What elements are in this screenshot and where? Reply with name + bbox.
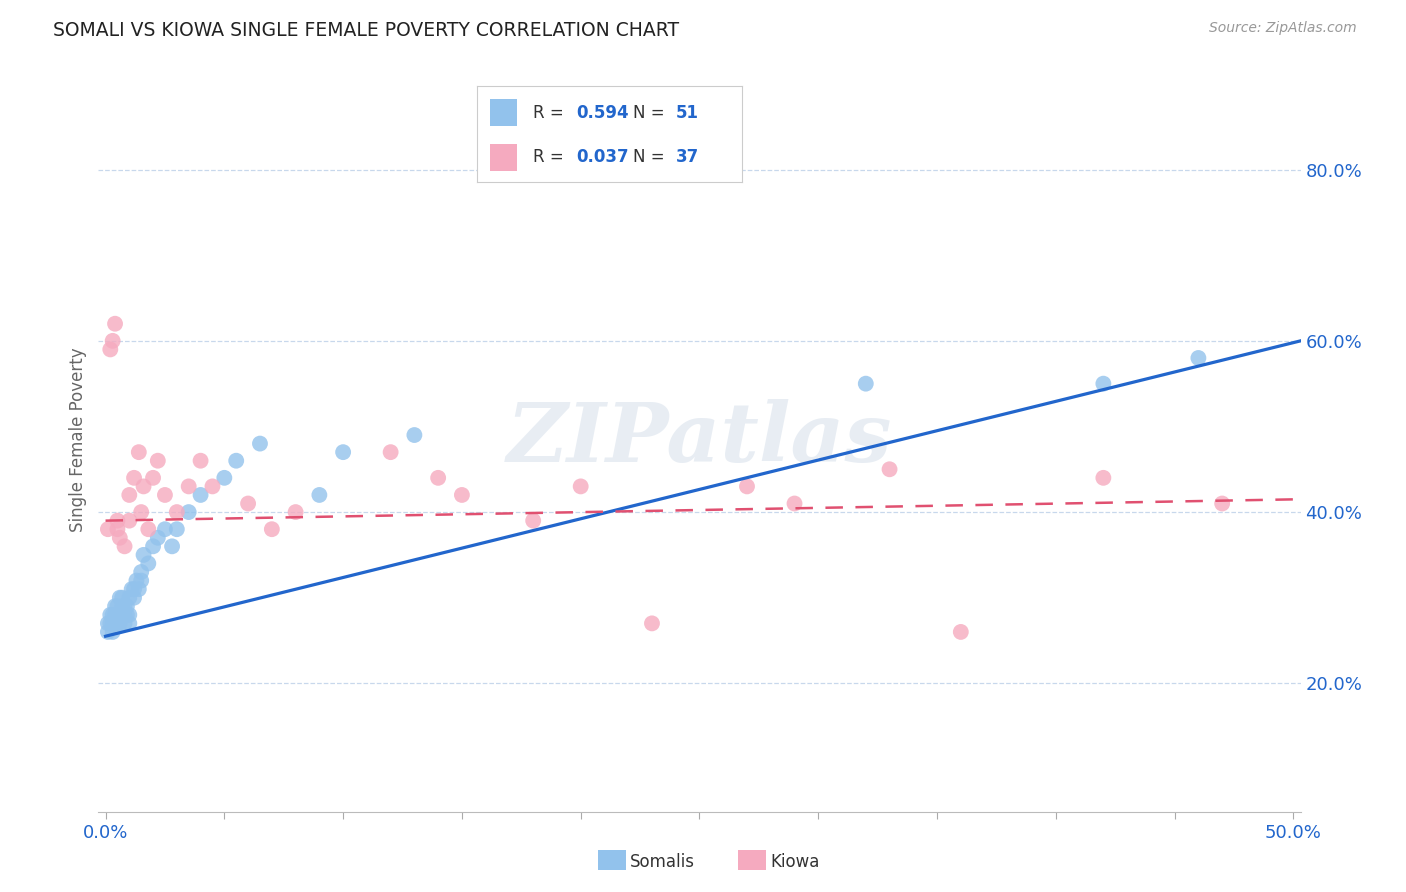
Point xyxy=(108,607,131,622)
Point xyxy=(108,591,131,605)
Point xyxy=(97,624,120,639)
Point xyxy=(104,607,127,622)
Point xyxy=(879,462,901,476)
Point xyxy=(214,471,236,485)
Point xyxy=(949,624,972,639)
Point xyxy=(783,496,806,510)
Point xyxy=(735,479,758,493)
Point xyxy=(132,479,155,493)
Point xyxy=(201,479,224,493)
Point xyxy=(122,591,145,605)
Point xyxy=(522,514,544,528)
Point xyxy=(128,445,150,459)
Point xyxy=(104,317,127,331)
Point xyxy=(118,514,141,528)
Point xyxy=(101,607,124,622)
Point xyxy=(122,582,145,596)
Point xyxy=(101,334,124,348)
Point xyxy=(146,453,169,467)
Point xyxy=(427,471,450,485)
Point xyxy=(129,505,152,519)
Point xyxy=(101,624,124,639)
Point xyxy=(108,531,131,545)
Point xyxy=(104,616,127,631)
Point xyxy=(118,607,141,622)
Point xyxy=(236,496,259,510)
Point xyxy=(128,582,150,596)
Point xyxy=(225,453,247,467)
Point xyxy=(111,599,134,614)
Point xyxy=(1211,496,1233,510)
Point xyxy=(114,616,136,631)
Point xyxy=(118,616,141,631)
Point xyxy=(190,488,212,502)
Point xyxy=(132,548,155,562)
Point xyxy=(569,479,592,493)
Text: SOMALI VS KIOWA SINGLE FEMALE POVERTY CORRELATION CHART: SOMALI VS KIOWA SINGLE FEMALE POVERTY CO… xyxy=(53,21,679,40)
Point xyxy=(115,599,138,614)
Point xyxy=(104,599,127,614)
Point xyxy=(97,616,120,631)
Point xyxy=(114,539,136,553)
Point xyxy=(98,607,121,622)
Point xyxy=(177,505,200,519)
Point xyxy=(98,343,121,357)
Point xyxy=(136,557,159,571)
Point xyxy=(1092,471,1115,485)
Text: Source: ZipAtlas.com: Source: ZipAtlas.com xyxy=(1209,21,1357,36)
Point xyxy=(166,505,188,519)
Point xyxy=(98,616,121,631)
Point xyxy=(153,488,176,502)
Point xyxy=(153,522,176,536)
Point xyxy=(641,616,664,631)
Point xyxy=(121,582,143,596)
Point xyxy=(249,436,271,450)
Text: Somalis: Somalis xyxy=(630,853,695,871)
Point xyxy=(260,522,283,536)
Point xyxy=(380,445,402,459)
Point xyxy=(146,531,169,545)
Point xyxy=(1187,351,1209,365)
Point xyxy=(115,607,138,622)
Point xyxy=(177,479,200,493)
Point xyxy=(107,522,129,536)
Point xyxy=(107,607,129,622)
Point xyxy=(118,591,141,605)
Point xyxy=(308,488,330,502)
Point xyxy=(136,522,159,536)
Point xyxy=(142,471,165,485)
Point xyxy=(855,376,877,391)
Point xyxy=(332,445,354,459)
Point xyxy=(107,514,129,528)
Point xyxy=(114,599,136,614)
Point xyxy=(101,616,124,631)
Point xyxy=(1092,376,1115,391)
Point xyxy=(284,505,307,519)
Point xyxy=(404,428,426,442)
Point xyxy=(107,599,129,614)
Point xyxy=(122,471,145,485)
Text: ZIPatlas: ZIPatlas xyxy=(506,400,893,479)
Point xyxy=(111,591,134,605)
Point xyxy=(118,488,141,502)
Y-axis label: Single Female Poverty: Single Female Poverty xyxy=(69,347,87,532)
Point xyxy=(107,616,129,631)
Point xyxy=(108,616,131,631)
Point xyxy=(142,539,165,553)
Point xyxy=(451,488,474,502)
Point xyxy=(160,539,183,553)
Text: Kiowa: Kiowa xyxy=(770,853,820,871)
Point xyxy=(125,574,148,588)
Point xyxy=(166,522,188,536)
Point xyxy=(129,565,152,579)
Point xyxy=(114,607,136,622)
Point xyxy=(190,453,212,467)
Point xyxy=(97,522,120,536)
Point xyxy=(129,574,152,588)
